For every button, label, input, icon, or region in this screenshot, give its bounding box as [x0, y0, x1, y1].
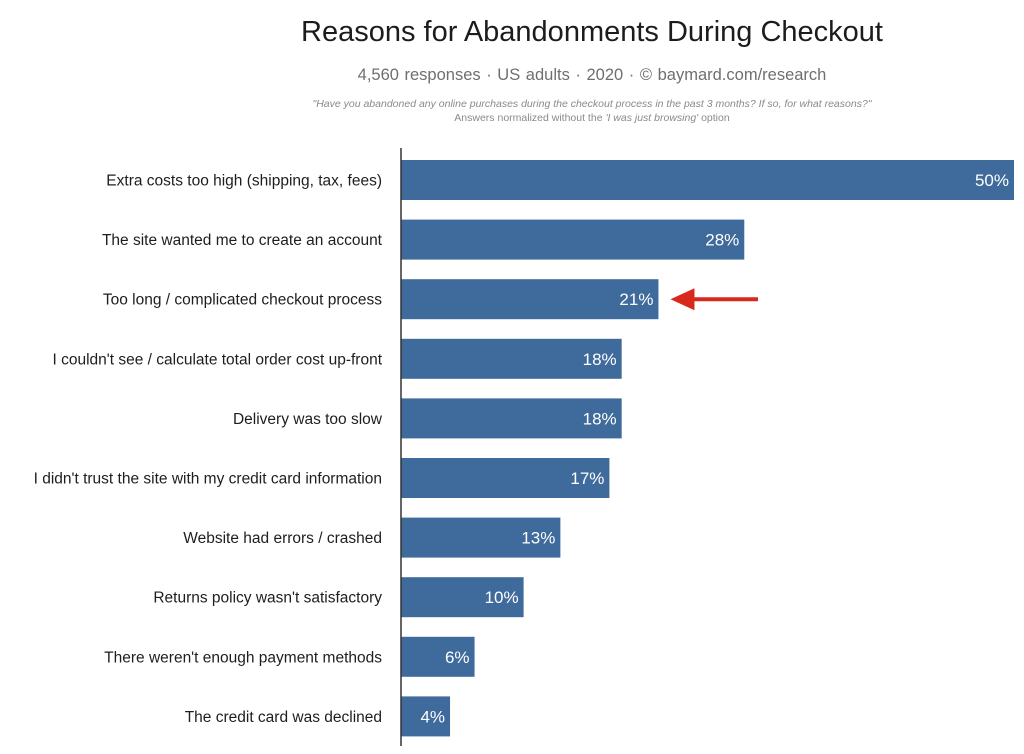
category-label-9: The credit card was declined	[185, 709, 382, 726]
bar-0	[401, 160, 1014, 200]
value-label-9: 4%	[420, 707, 445, 726]
bar-2	[401, 279, 659, 320]
category-label-3: I couldn't see / calculate total order c…	[53, 351, 383, 368]
value-label-2: 21%	[619, 290, 653, 309]
note-suffix: option	[698, 112, 730, 124]
arrow-head	[670, 288, 695, 311]
category-label-1: The site wanted me to create an account	[102, 232, 383, 249]
note-prefix: Answers normalized without the	[454, 112, 606, 124]
survey-question: "Have you abandoned any online purchases…	[312, 98, 872, 110]
bar-5	[401, 458, 610, 498]
category-label-2: Too long / complicated checkout process	[103, 292, 382, 309]
category-label-4: Delivery was too slow	[233, 411, 383, 428]
value-label-3: 18%	[583, 350, 617, 369]
value-label-0: 50%	[975, 171, 1009, 190]
bar-7	[401, 577, 524, 618]
chart-subtitle: 4,560 responses · US adults · 2020 · © b…	[357, 66, 827, 84]
value-label-8: 6%	[445, 648, 470, 667]
bar-8	[401, 636, 475, 677]
normalization-note: Answers normalized without the 'I was ju…	[0, 112, 1024, 124]
value-label-1: 28%	[705, 231, 739, 250]
category-label-0: Extra costs too high (shipping, tax, fee…	[106, 173, 382, 190]
bar-4	[401, 398, 622, 439]
bar-1	[401, 219, 745, 260]
value-label-4: 18%	[583, 409, 617, 428]
category-label-8: There weren't enough payment methods	[104, 649, 382, 666]
value-label-5: 17%	[570, 469, 604, 488]
category-label-6: Website had errors / crashed	[183, 530, 382, 547]
value-label-7: 10%	[485, 588, 519, 607]
value-label-6: 13%	[521, 529, 555, 548]
category-label-7: Returns policy wasn't satisfactory	[153, 590, 382, 607]
bar-9	[401, 696, 451, 737]
chart-title: Reasons for Abandonments During Checkout	[301, 16, 883, 48]
bar-3	[401, 338, 622, 379]
bar-6	[401, 517, 561, 558]
bars-layer: Extra costs too high (shipping, tax, fee…	[34, 160, 1014, 737]
note-option: 'I was just browsing'	[605, 112, 699, 124]
category-label-5: I didn't trust the site with my credit c…	[34, 471, 382, 488]
highlight-arrow-icon	[670, 288, 758, 311]
